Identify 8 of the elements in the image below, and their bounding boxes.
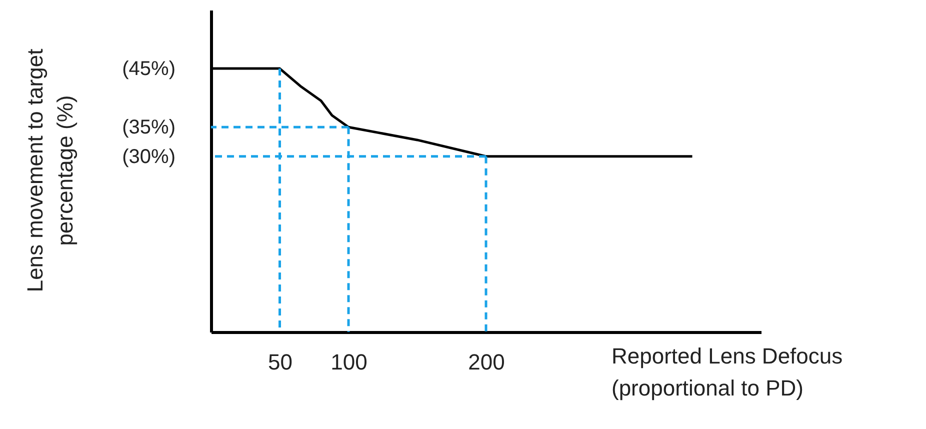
y-tick-label: (35%) [122, 116, 176, 139]
y-tick-label: (45%) [122, 58, 176, 80]
x-tick-label: 100 [330, 350, 368, 374]
y-axis-title: Lens movement to target percentage (%) [22, 48, 78, 292]
x-tick-label: 50 [268, 350, 292, 374]
y-tick-label: (30%) [122, 146, 176, 168]
x-axis-title: Reported Lens Defocus (proportional to PD) [612, 344, 843, 400]
x-tick-label: 200 [468, 350, 505, 374]
